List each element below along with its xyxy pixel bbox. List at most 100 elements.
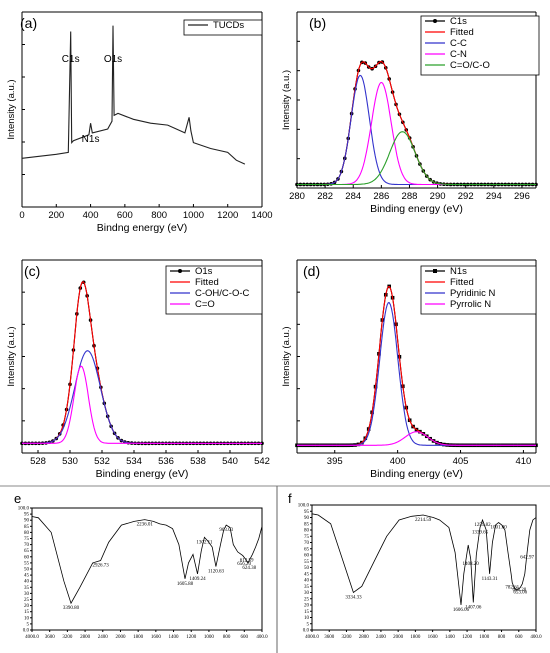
legend-entry: C=O/C-O (450, 60, 490, 71)
x-tick-label: 2000 (115, 635, 126, 640)
x-tick-label: 1200 (462, 635, 473, 640)
y-tick-label: 25 (304, 597, 310, 602)
x-tick-label: 200 (48, 210, 64, 221)
panel-label: (a) (20, 15, 37, 31)
x-tick-label: 2800 (80, 635, 91, 640)
y-tick-label: 20 (24, 604, 30, 609)
y-tick-label: 55 (304, 560, 310, 565)
legend-entry: Pyrrolic N (450, 299, 491, 310)
y-tick-label: 70 (304, 541, 310, 546)
y-tick-label: 35 (24, 586, 30, 591)
y-axis-label: Intensity (a.u.) (6, 326, 17, 386)
x-tick-label: 532 (94, 456, 110, 467)
chart-panel-3: 395 400 405 410 Binding energy (eV) Intensity… (281, 259, 538, 480)
legend-marker (433, 269, 437, 273)
x-tick-label: 530 (62, 456, 78, 467)
legend-entry: O1s (195, 266, 213, 277)
legend-entry: N1s (450, 266, 467, 277)
x-tick-label: 1200 (217, 210, 238, 221)
series-line-c-n (297, 81, 536, 186)
x-tick-label: 540 (222, 456, 238, 467)
x-tick-label: 542 (254, 456, 270, 467)
y-tick-label: 95 (304, 510, 310, 515)
x-axis-label: Bindng energy (eV) (97, 222, 187, 234)
peak-label: 2926.73 (92, 563, 109, 568)
peak-label: C1s (62, 54, 80, 65)
peak-label: 963.03 (219, 528, 233, 533)
x-tick-label: 405 (453, 456, 469, 467)
x-tick-label: 538 (190, 456, 206, 467)
peak-label: 3334.33 (345, 596, 362, 601)
peak-label: 1120.63 (208, 570, 225, 575)
peak-label: 2214.59 (415, 518, 432, 523)
legend-entry: C-OH/C-O-C (195, 288, 249, 299)
peak-label: 1339.65 (472, 531, 489, 536)
x-tick-label: 536 (158, 456, 174, 467)
legend-entry: TUCDs (213, 20, 244, 31)
legend-marker (433, 19, 437, 23)
x-tick-label: 2800 (359, 635, 370, 640)
x-tick-label: 4000.0 (25, 635, 39, 640)
peak-label: 612.59 (240, 559, 254, 564)
x-tick-label: 400 (83, 210, 99, 221)
plot-frame (311, 504, 537, 631)
panel-label: (b) (309, 15, 326, 31)
x-tick-label: 395 (327, 456, 343, 467)
peak-label: 1143.31 (482, 577, 499, 582)
peak-label: 3390.80 (63, 606, 80, 611)
series-line-fitted (297, 61, 536, 186)
y-axis-label: Intensity (a.u.) (281, 326, 292, 386)
x-axis-label: Binding energy (eV) (370, 468, 463, 480)
panel-label: f (288, 491, 292, 506)
series-line-spectrum (31, 516, 263, 605)
y-tick-label: 50 (24, 568, 30, 573)
x-tick-label: 3600 (45, 635, 56, 640)
x-tick-label: 800 (223, 635, 231, 640)
peak-label: 1001.00 (490, 526, 507, 531)
peak-label: 624.38 (242, 566, 256, 571)
series-line-pyrrolic-n (297, 431, 536, 446)
legend-box (420, 265, 537, 315)
x-axis-label: Binding energy (eV) (96, 468, 189, 480)
x-tick-label: 290 (430, 191, 446, 202)
peak-label: 642.97 (520, 556, 534, 561)
x-tick-label: 528 (30, 456, 46, 467)
chart-panel-2: 528 530 532 534 536 538 540 542 Binding energy (… (6, 259, 270, 480)
series-line-spectrum (311, 513, 537, 606)
y-tick-label: 60 (24, 555, 30, 560)
x-tick-label: 800 (151, 210, 167, 221)
y-tick-label: 10 (24, 616, 30, 621)
x-tick-label: 410 (515, 456, 531, 467)
x-tick-label: 1800 (133, 635, 144, 640)
x-tick-label: 3600 (324, 635, 335, 640)
chart-panel-4: 4000.0 3600 3200 2800 2400 2000 1800 1600 1400 12… (14, 491, 268, 640)
y-tick-label: 45 (24, 574, 30, 579)
x-tick-label: 1800 (410, 635, 421, 640)
x-tick-label: 400.0 (256, 635, 268, 640)
x-tick-label: 1000 (183, 210, 204, 221)
y-tick-label: 60 (304, 554, 310, 559)
x-tick-label: 3200 (62, 635, 73, 640)
chart-panel-0: 0 200 400 600 800 1000 1200 1400 Bindng energy (… (6, 11, 273, 234)
series-line-c1s (297, 61, 536, 186)
y-tick-label: 100.0 (18, 507, 30, 512)
y-tick-label: 100.0 (298, 504, 310, 509)
y-tick-label: 50 (304, 566, 310, 571)
peak-label: 782.61 (505, 586, 519, 591)
series-line-pyridinic-n (297, 302, 536, 446)
x-tick-label: 282 (317, 191, 333, 202)
x-tick-label: 600 (117, 210, 133, 221)
peak-label: 1606.06 (453, 608, 470, 613)
x-tick-label: 2000 (393, 635, 404, 640)
peak-label: 1409.24 (189, 577, 206, 582)
x-tick-label: 280 (289, 191, 305, 202)
x-tick-label: 400.0 (530, 635, 542, 640)
y-tick-label: 10 (304, 616, 310, 621)
y-tick-label: 75 (24, 537, 30, 542)
chart-panel-1: 280 282 284 286 288 290 292 294 296 Binding energ… (281, 11, 540, 215)
legend-entry: C-C (450, 38, 467, 49)
y-tick-label: 35 (304, 585, 310, 590)
y-tick-label: 5 (307, 622, 310, 627)
peak-label: 653.06 (513, 591, 527, 596)
x-tick-label: 296 (514, 191, 530, 202)
